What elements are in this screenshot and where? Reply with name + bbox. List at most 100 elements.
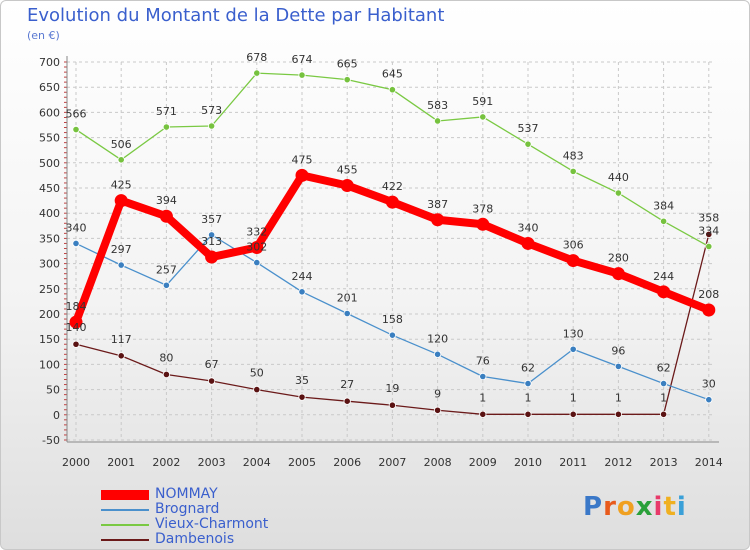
data-point-brognard — [479, 372, 487, 381]
y-tick-label: 100 — [39, 358, 60, 371]
x-tick-label: 2002 — [152, 456, 180, 469]
data-label-dambenois: 19 — [385, 382, 399, 395]
legend-swatch-nommay — [101, 489, 149, 500]
data-point-brognard — [524, 379, 532, 388]
data-point-nommay — [159, 209, 173, 223]
y-tick-label: -50 — [42, 434, 60, 447]
legend-swatch-brognard — [101, 508, 149, 511]
data-point-dambenois — [433, 406, 442, 414]
data-point-brognard — [433, 350, 442, 358]
logo-letter: o — [616, 492, 636, 522]
data-point-dambenois — [298, 393, 306, 401]
data-point-dambenois — [72, 340, 80, 348]
data-point-dambenois — [659, 410, 668, 418]
data-point-vieux-charmont — [162, 123, 170, 131]
data-label-dambenois: 117 — [111, 333, 132, 346]
series-nommay — [69, 168, 716, 329]
x-tick-label: 2010 — [514, 456, 542, 469]
data-label-vieux-charmont: 678 — [246, 51, 267, 64]
data-label-nommay: 455 — [337, 163, 358, 176]
data-label-vieux-charmont: 591 — [472, 95, 493, 108]
x-tick-label: 2006 — [333, 456, 361, 469]
data-point-nommay — [657, 285, 671, 299]
data-label-brognard: 244 — [292, 270, 313, 283]
legend-label-nommay: NOMMAY — [155, 486, 218, 502]
data-point-dambenois — [162, 370, 170, 379]
logo-letter: t — [663, 492, 677, 522]
axis-layer: -500501001502002503003504004505005506006… — [39, 56, 723, 469]
logo-letter: P — [583, 492, 604, 522]
data-point-brognard — [162, 281, 170, 289]
data-label-brognard: 158 — [382, 313, 403, 326]
y-tick-label: 50 — [46, 384, 60, 397]
data-point-brognard — [343, 309, 351, 318]
data-point-vieux-charmont — [479, 113, 487, 121]
data-label-dambenois: 1 — [615, 391, 622, 404]
data-point-vieux-charmont — [208, 122, 216, 130]
data-label-vieux-charmont: 583 — [427, 99, 448, 112]
data-label-dambenois: 1 — [570, 391, 577, 404]
data-point-vieux-charmont — [705, 242, 713, 251]
legend-label-vieux-charmont: Vieux-Charmont — [155, 516, 269, 532]
y-tick-label: 200 — [39, 308, 60, 321]
y-tick-label: 300 — [39, 258, 60, 271]
data-label-brognard: 302 — [246, 241, 267, 254]
data-point-vieux-charmont — [388, 86, 396, 94]
data-point-dambenois — [117, 352, 125, 360]
data-point-dambenois — [524, 410, 532, 418]
y-tick-label: 400 — [39, 207, 60, 220]
y-tick-label: 250 — [39, 283, 60, 296]
data-point-dambenois — [253, 385, 261, 394]
data-point-nommay — [69, 315, 83, 329]
y-tick-label: 600 — [39, 106, 60, 119]
data-point-brognard — [298, 288, 306, 296]
data-point-brognard — [569, 345, 577, 353]
data-point-nommay — [521, 236, 535, 250]
data-point-nommay — [340, 178, 354, 192]
data-label-brognard: 297 — [111, 243, 132, 256]
data-label-nommay: 244 — [653, 270, 674, 283]
data-label-dambenois: 358 — [698, 211, 719, 224]
data-point-brognard — [614, 362, 623, 371]
data-label-brognard: 120 — [427, 332, 448, 345]
data-label-dambenois: 50 — [250, 367, 264, 380]
y-tick-label: 700 — [39, 56, 60, 69]
data-label-nommay: 280 — [608, 252, 629, 265]
x-tick-label: 2000 — [62, 456, 90, 469]
x-tick-label: 2011 — [559, 456, 587, 469]
data-point-brognard — [659, 379, 668, 388]
data-label-nommay: 475 — [292, 153, 313, 166]
x-tick-label: 2009 — [469, 456, 497, 469]
data-point-nommay — [566, 254, 580, 268]
data-label-brognard: 62 — [657, 362, 671, 375]
data-label-vieux-charmont: 645 — [382, 68, 403, 81]
data-label-brognard: 76 — [476, 354, 490, 367]
legend-item-brognard: Brognard — [101, 502, 268, 517]
data-label-nommay: 313 — [201, 235, 222, 248]
x-tick-label: 2004 — [243, 456, 271, 469]
data-point-vieux-charmont — [659, 217, 668, 225]
data-label-dambenois: 1 — [660, 391, 667, 404]
data-point-vieux-charmont — [343, 76, 351, 84]
x-tick-label: 2007 — [378, 456, 406, 469]
legend-swatch-vieux-charmont — [101, 523, 149, 526]
data-label-brognard: 96 — [611, 344, 625, 357]
data-point-dambenois — [388, 401, 396, 409]
data-label-brognard: 340 — [66, 221, 87, 234]
data-label-vieux-charmont: 384 — [653, 199, 674, 212]
y-tick-label: 150 — [39, 333, 60, 346]
proxiti-logo: Proxiti — [583, 492, 687, 522]
data-point-brognard — [705, 396, 713, 404]
legend-item-nommay: NOMMAY — [101, 487, 268, 502]
data-point-nommay — [205, 250, 219, 264]
legend-label-dambenois: Dambenois — [155, 531, 235, 547]
data-label-nommay: 208 — [698, 288, 719, 301]
data-point-vieux-charmont — [72, 125, 80, 134]
data-point-vieux-charmont — [253, 69, 261, 77]
data-label-nommay: 306 — [563, 239, 584, 252]
logo-letter: x — [635, 492, 654, 522]
x-tick-label: 2013 — [650, 456, 678, 469]
data-point-dambenois — [208, 377, 216, 385]
data-label-vieux-charmont: 665 — [337, 58, 358, 71]
